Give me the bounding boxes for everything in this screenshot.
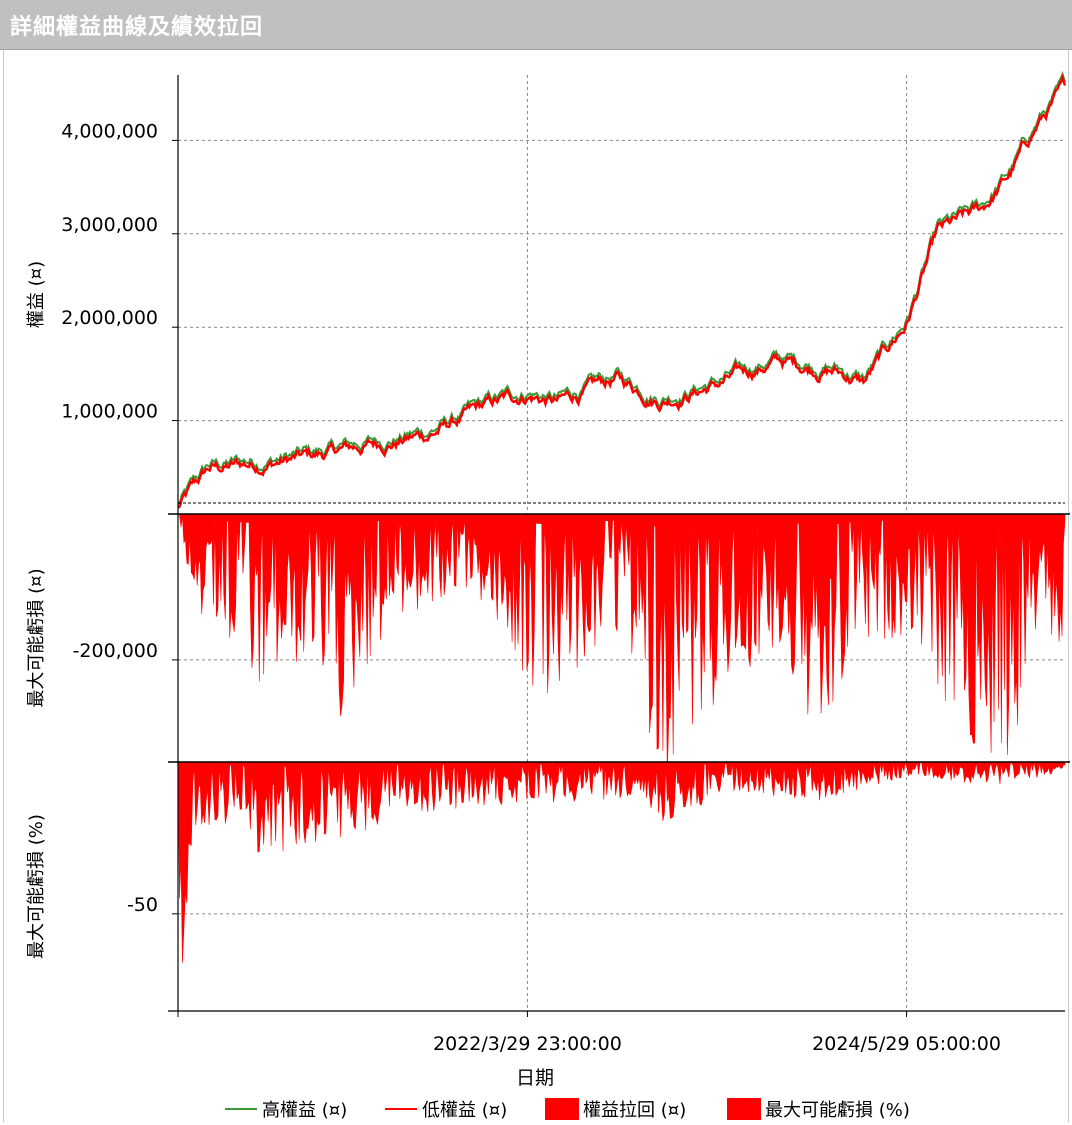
x-tick-label: 2022/3/29 23:00:00 [433, 1033, 622, 1055]
y-tick-label: -50 [127, 894, 158, 916]
y-tick-label: -200,000 [73, 640, 158, 662]
chart-frame [3, 50, 1069, 1122]
chart-marks [176, 70, 1067, 964]
x-tick-label: 2024/5/29 05:00:00 [812, 1033, 1001, 1055]
series-line-high-equity [177, 70, 1066, 505]
title-bar: 詳細權益曲線及績效拉回 [0, 0, 1072, 50]
legend-item[interactable]: 高權益 (¤) [225, 1100, 347, 1121]
tick-labels: 1,000,000 2,000,000 3,000,000 4,000,000 權益 (… [26, 120, 1001, 1089]
y-tick-label: 2,000,000 [61, 307, 158, 329]
legend-swatch [545, 1098, 579, 1120]
y-axis-label: 最大可能虧損 (%) [26, 814, 47, 959]
y-tick-label: 1,000,000 [61, 401, 158, 423]
legend-swatch [727, 1098, 761, 1120]
legend[interactable]: 高權益 (¤) 低權益 (¤) 權益拉回 (¤) 最大可能虧損 (%) [225, 1098, 910, 1121]
legend-item[interactable]: 低權益 (¤) [385, 1100, 507, 1121]
series-line-low-equity [177, 73, 1067, 509]
drawdown-area-percent [177, 761, 1066, 964]
y-axis-label: 最大可能虧損 (¤) [26, 568, 47, 707]
legend-label: 權益拉回 (¤) [583, 1100, 686, 1121]
legend-item[interactable]: 權益拉回 (¤) [545, 1098, 686, 1121]
x-axis-label: 日期 [516, 1067, 554, 1089]
legend-item[interactable]: 最大可能虧損 (%) [727, 1098, 910, 1121]
y-axis-label: 權益 (¤) [26, 261, 47, 328]
y-tick-label: 3,000,000 [61, 214, 158, 236]
y-tick-label: 4,000,000 [61, 120, 158, 142]
page-title: 詳細權益曲線及績效拉回 [10, 15, 264, 40]
legend-label: 最大可能虧損 (%) [765, 1100, 910, 1121]
drawdown-area-amount [176, 513, 1066, 775]
legend-label: 低權益 (¤) [422, 1100, 507, 1121]
legend-label: 高權益 (¤) [262, 1100, 347, 1121]
axes [168, 75, 1070, 1017]
